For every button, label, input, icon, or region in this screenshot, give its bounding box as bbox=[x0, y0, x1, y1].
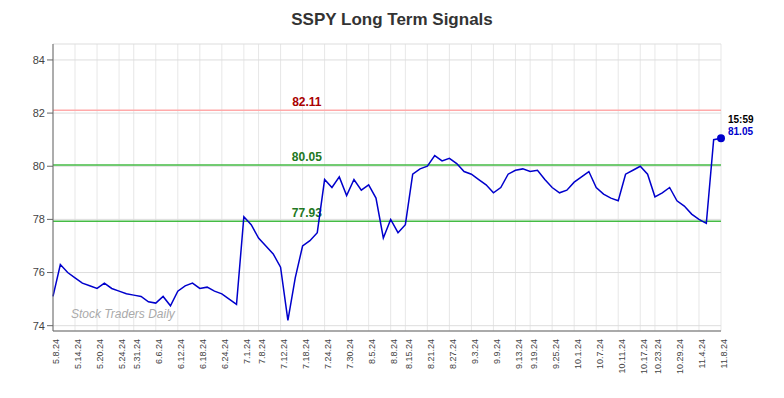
svg-text:84: 84 bbox=[33, 54, 45, 66]
svg-text:9.3.24: 9.3.24 bbox=[470, 339, 480, 364]
svg-text:82.11: 82.11 bbox=[292, 95, 322, 109]
svg-text:10.23.24: 10.23.24 bbox=[653, 339, 663, 374]
svg-text:8.5.24: 8.5.24 bbox=[367, 339, 377, 364]
svg-text:9.9.24: 9.9.24 bbox=[492, 339, 502, 364]
svg-text:82: 82 bbox=[33, 107, 45, 119]
svg-text:7.8.24: 7.8.24 bbox=[257, 339, 267, 364]
svg-text:10.11.24: 10.11.24 bbox=[617, 339, 627, 373]
svg-text:5.8.24: 5.8.24 bbox=[51, 339, 61, 364]
svg-text:80.05: 80.05 bbox=[292, 150, 322, 164]
svg-text:5.14.24: 5.14.24 bbox=[73, 339, 83, 369]
svg-text:81.05: 81.05 bbox=[728, 126, 753, 137]
svg-text:74: 74 bbox=[33, 320, 45, 332]
svg-text:10.17.24: 10.17.24 bbox=[639, 339, 649, 374]
svg-text:5.31.24: 5.31.24 bbox=[132, 339, 142, 369]
svg-text:8.15.24: 8.15.24 bbox=[404, 339, 414, 369]
svg-text:7.24.24: 7.24.24 bbox=[323, 339, 333, 369]
svg-text:8.21.24: 8.21.24 bbox=[426, 339, 436, 369]
svg-text:8.27.24: 8.27.24 bbox=[448, 339, 458, 369]
svg-text:9.13.24: 9.13.24 bbox=[514, 339, 524, 369]
svg-text:7.18.24: 7.18.24 bbox=[301, 339, 311, 369]
svg-text:80: 80 bbox=[33, 160, 45, 172]
svg-text:10.7.24: 10.7.24 bbox=[595, 339, 605, 369]
svg-text:78: 78 bbox=[33, 213, 45, 225]
svg-text:6.12.24: 6.12.24 bbox=[176, 339, 186, 369]
svg-text:8.8.24: 8.8.24 bbox=[389, 339, 399, 364]
svg-text:5.20.24: 5.20.24 bbox=[95, 339, 105, 369]
svg-text:11.4.24: 11.4.24 bbox=[697, 339, 707, 368]
svg-text:76: 76 bbox=[33, 266, 45, 278]
svg-text:7.12.24: 7.12.24 bbox=[279, 339, 289, 369]
svg-text:6.24.24: 6.24.24 bbox=[220, 339, 230, 369]
svg-text:9.19.24: 9.19.24 bbox=[529, 339, 539, 369]
svg-text:6.6.24: 6.6.24 bbox=[154, 339, 164, 364]
svg-text:7.1.24: 7.1.24 bbox=[242, 339, 252, 364]
html-text:SSPY Long Term Signals: SSPY Long Term Signals bbox=[291, 10, 493, 29]
svg-text:77.93: 77.93 bbox=[292, 206, 322, 220]
svg-text:10.1.24: 10.1.24 bbox=[573, 339, 583, 369]
svg-text:9.25.24: 9.25.24 bbox=[551, 339, 561, 369]
svg-text:10.29.24: 10.29.24 bbox=[675, 339, 685, 374]
svg-text:5.24.24: 5.24.24 bbox=[117, 339, 127, 369]
html-text:Stock Traders Daily: Stock Traders Daily bbox=[71, 307, 175, 321]
svg-text:6.18.24: 6.18.24 bbox=[198, 339, 208, 369]
svg-text:11.8.24: 11.8.24 bbox=[719, 339, 729, 368]
svg-text:7.30.24: 7.30.24 bbox=[345, 339, 355, 369]
svg-text:15:59: 15:59 bbox=[728, 114, 754, 125]
